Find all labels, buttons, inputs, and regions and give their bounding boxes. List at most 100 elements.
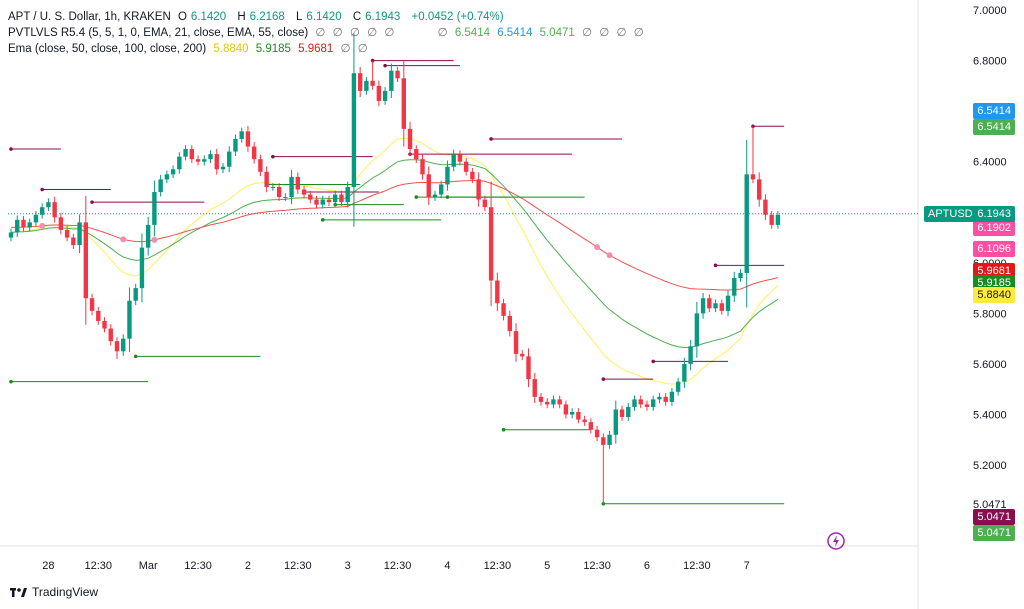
price-tick-label: 6.4000 <box>973 157 1007 169</box>
pvt-value: ∅ <box>581 27 593 39</box>
candle-up <box>682 363 687 382</box>
candle-down <box>663 396 668 402</box>
tradingview-logo[interactable]: TradingView <box>10 585 98 599</box>
pvt-value: 5.0471 <box>539 27 575 39</box>
candle-down <box>96 310 101 321</box>
candle-up <box>183 149 188 157</box>
close-value: 6.1943 <box>365 11 401 23</box>
candle-up <box>227 151 232 167</box>
candle-down <box>719 303 724 311</box>
candle-down <box>520 353 525 357</box>
candle-down <box>414 149 419 160</box>
pivot-dot <box>751 124 755 129</box>
candle-up <box>233 138 238 152</box>
candle-up <box>239 131 244 139</box>
cross-marker <box>606 252 613 259</box>
candle-down <box>545 401 550 405</box>
candle-down <box>370 80 375 86</box>
pivot-dot <box>414 195 419 199</box>
candle-up <box>164 174 170 180</box>
pivot-dot <box>9 147 13 151</box>
candle-down <box>376 85 382 102</box>
pvt-value: ∅ <box>616 27 627 39</box>
time-tick-label: 12:30 <box>484 560 512 572</box>
time-tick-label: 12:30 <box>85 560 113 572</box>
price-tick-label: 5.0471 <box>973 499 1007 511</box>
candle-up <box>33 214 39 223</box>
candle-up <box>27 222 32 228</box>
price-tick-label: 6.8000 <box>973 56 1007 68</box>
candle-up <box>744 174 749 273</box>
candle-down <box>507 315 512 332</box>
candle-down <box>114 341 120 352</box>
low-value: 6.1420 <box>306 11 342 23</box>
candle-down <box>557 399 562 405</box>
ema-name: Ema (close, 50, close, 100, close, 200) <box>8 43 207 55</box>
pvt-value: ∅ <box>367 27 378 39</box>
current-price-tag: 6.1943 <box>973 205 1015 222</box>
candle-down <box>245 131 251 147</box>
pvtlvls-legend: PVTLVLS R5.4 (5, 5, 1, 0, EMA, 21, close… <box>8 26 648 40</box>
price-tick-label: 7.0000 <box>973 5 1007 17</box>
pvt-value: 6.5414 <box>497 27 533 39</box>
candle-up <box>133 288 138 301</box>
candle-up <box>320 199 325 205</box>
candle-up <box>694 313 700 347</box>
pivot-dot <box>601 377 606 381</box>
candle-down <box>308 194 313 200</box>
candle-up <box>626 406 631 418</box>
ema-value: ∅ <box>357 43 368 55</box>
candle-up <box>283 197 288 199</box>
candle-up <box>170 169 176 175</box>
time-tick-label: 5 <box>544 560 550 572</box>
candle-down <box>470 171 475 180</box>
candle-down <box>501 303 506 316</box>
candle-up <box>732 278 737 296</box>
candle-down <box>576 412 581 420</box>
time-tick-label: 7 <box>744 560 750 572</box>
time-tick-label: 4 <box>444 560 450 572</box>
candle-down <box>83 222 89 299</box>
cross-marker <box>120 236 127 243</box>
candle-down <box>644 404 650 407</box>
candle-down <box>314 199 319 205</box>
candle-down <box>532 379 537 397</box>
price-tag: 5.9681 <box>973 262 1015 279</box>
high-value: 6.2168 <box>249 11 285 23</box>
candle-down <box>195 159 201 162</box>
pvt-value: ∅ <box>349 27 360 39</box>
candle-down <box>757 179 762 200</box>
current-price-symbol-tag: APTUSD <box>924 205 977 222</box>
lightning-icon <box>827 532 845 550</box>
candle-down <box>538 396 544 402</box>
candle-down <box>407 128 413 150</box>
candle-up <box>439 184 444 195</box>
price-tick-label: 5.2000 <box>973 460 1007 472</box>
pvt-value: ∅ <box>633 27 644 39</box>
candle-down <box>482 199 488 208</box>
candle-up <box>8 232 14 238</box>
candle-down <box>326 199 332 203</box>
candle-down <box>488 207 494 281</box>
ema-fast-line <box>10 137 779 385</box>
price-tick-label: 5.4000 <box>973 410 1007 422</box>
lightning-bolt-icon <box>833 535 839 547</box>
candle-up <box>202 159 207 162</box>
candle-down <box>513 331 519 354</box>
time-tick-label: 12:30 <box>284 560 312 572</box>
candle-down <box>52 202 57 218</box>
candle-down <box>457 154 463 162</box>
cross-marker <box>594 244 601 251</box>
candle-up <box>632 399 637 407</box>
candle-up <box>389 70 394 91</box>
candle-up <box>220 166 226 170</box>
candle-down <box>638 399 643 405</box>
time-tick-label: 2 <box>245 560 251 572</box>
ema-value: 5.8840 <box>213 43 249 55</box>
pvt-value: ∅ <box>315 27 326 39</box>
candle-up <box>725 295 731 311</box>
pivot-dot <box>90 200 94 204</box>
candle-up <box>177 156 182 170</box>
candle-up <box>121 338 126 352</box>
